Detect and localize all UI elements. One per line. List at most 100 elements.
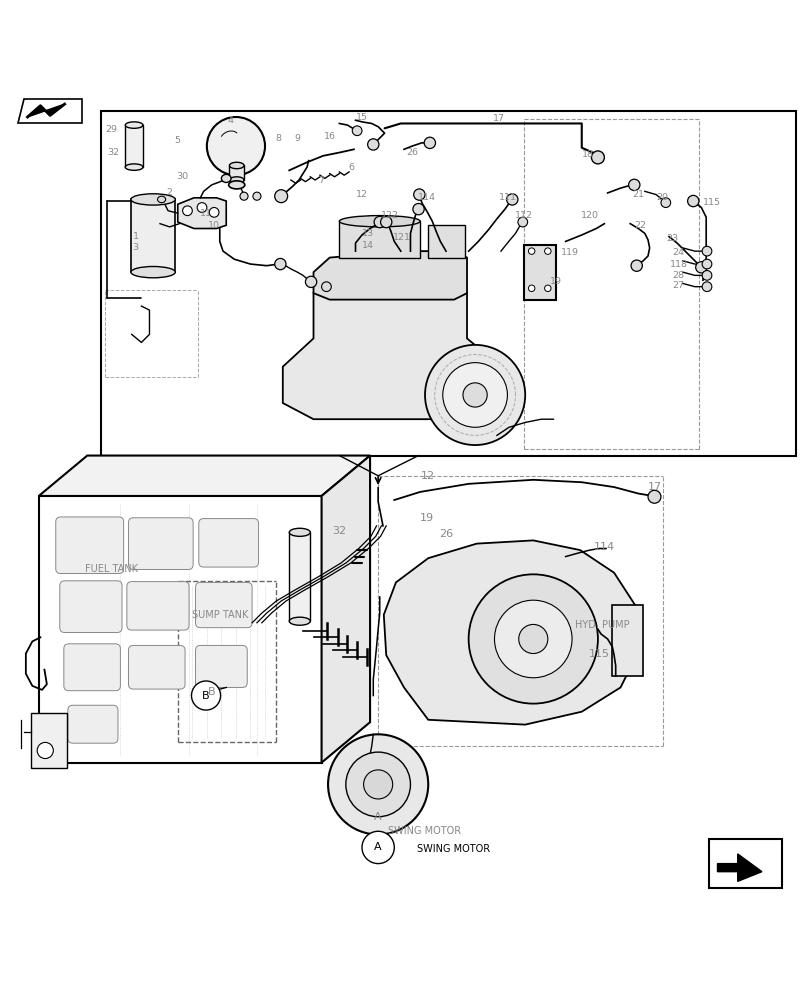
Circle shape — [528, 248, 535, 254]
Text: A: A — [374, 812, 382, 822]
Circle shape — [413, 203, 424, 215]
Circle shape — [702, 282, 712, 292]
Circle shape — [545, 285, 551, 292]
Circle shape — [197, 203, 207, 212]
Circle shape — [702, 271, 712, 280]
Bar — [229, 165, 244, 180]
Polygon shape — [384, 540, 638, 725]
Ellipse shape — [131, 194, 175, 205]
Circle shape — [702, 259, 712, 269]
Circle shape — [37, 742, 53, 759]
Ellipse shape — [158, 196, 166, 203]
FancyBboxPatch shape — [68, 705, 118, 743]
Text: 20: 20 — [657, 193, 668, 202]
FancyBboxPatch shape — [60, 581, 122, 633]
Text: 115: 115 — [589, 649, 610, 659]
Circle shape — [305, 276, 317, 287]
Text: 4: 4 — [227, 116, 234, 125]
Text: 115: 115 — [703, 198, 721, 207]
FancyBboxPatch shape — [127, 582, 189, 630]
Bar — [428, 225, 465, 258]
Bar — [612, 605, 643, 676]
Polygon shape — [39, 496, 322, 763]
Bar — [31, 713, 67, 768]
Text: SUMP TANK: SUMP TANK — [191, 610, 248, 620]
Circle shape — [209, 208, 219, 217]
Circle shape — [463, 383, 487, 407]
Circle shape — [648, 490, 661, 503]
Circle shape — [414, 189, 425, 200]
Text: 120: 120 — [581, 211, 599, 220]
Circle shape — [528, 285, 535, 292]
Circle shape — [362, 831, 394, 864]
Text: 22: 22 — [634, 221, 646, 230]
Circle shape — [275, 190, 288, 203]
Circle shape — [702, 246, 712, 256]
Circle shape — [240, 192, 248, 200]
FancyBboxPatch shape — [64, 644, 120, 691]
Text: 32: 32 — [107, 148, 120, 157]
Polygon shape — [39, 456, 370, 496]
Ellipse shape — [221, 174, 231, 182]
Circle shape — [352, 126, 362, 136]
Text: 21: 21 — [633, 190, 644, 199]
Text: 1: 1 — [133, 232, 139, 241]
Text: 12: 12 — [421, 471, 436, 481]
Circle shape — [425, 345, 525, 445]
Polygon shape — [718, 854, 762, 881]
Circle shape — [364, 770, 393, 799]
Text: B: B — [208, 687, 216, 697]
Bar — [101, 111, 796, 456]
Circle shape — [275, 258, 286, 270]
Text: 16: 16 — [324, 132, 335, 141]
Text: 28: 28 — [673, 271, 684, 280]
Polygon shape — [178, 198, 226, 229]
Circle shape — [328, 734, 428, 835]
Text: 122: 122 — [381, 211, 398, 220]
FancyBboxPatch shape — [56, 517, 124, 574]
FancyBboxPatch shape — [199, 519, 259, 567]
Circle shape — [518, 217, 528, 227]
Text: 29: 29 — [105, 125, 117, 134]
Ellipse shape — [339, 216, 420, 227]
Circle shape — [253, 192, 261, 200]
FancyBboxPatch shape — [196, 582, 252, 628]
Circle shape — [519, 624, 548, 654]
Ellipse shape — [229, 181, 245, 189]
Text: 26: 26 — [406, 148, 418, 157]
Text: 111: 111 — [499, 193, 516, 202]
Text: 11: 11 — [200, 209, 212, 218]
Circle shape — [629, 179, 640, 191]
Ellipse shape — [289, 617, 310, 625]
Text: 9: 9 — [294, 134, 301, 143]
Circle shape — [346, 752, 410, 817]
Text: 17: 17 — [647, 482, 662, 492]
Circle shape — [507, 194, 518, 205]
Text: 24: 24 — [673, 248, 684, 257]
Circle shape — [545, 248, 551, 254]
Circle shape — [469, 574, 598, 704]
Polygon shape — [27, 104, 65, 117]
Text: 18: 18 — [583, 150, 594, 159]
Ellipse shape — [125, 122, 143, 128]
Text: SWING MOTOR: SWING MOTOR — [388, 826, 461, 836]
Text: 6: 6 — [348, 163, 355, 172]
Ellipse shape — [229, 177, 244, 183]
Circle shape — [591, 151, 604, 164]
Text: 30: 30 — [175, 172, 188, 181]
Text: 13: 13 — [361, 229, 374, 238]
Ellipse shape — [289, 528, 310, 536]
Circle shape — [191, 681, 221, 710]
Text: 19: 19 — [419, 513, 434, 523]
Text: B: B — [202, 691, 210, 701]
Text: 14: 14 — [362, 241, 373, 250]
Circle shape — [631, 260, 642, 271]
Circle shape — [207, 117, 265, 175]
Text: 121: 121 — [393, 233, 411, 242]
Bar — [524, 245, 556, 300]
Text: 119: 119 — [561, 248, 579, 257]
FancyBboxPatch shape — [196, 645, 247, 687]
Text: 2: 2 — [166, 188, 173, 197]
Text: 10: 10 — [208, 221, 220, 230]
Text: 27: 27 — [673, 281, 684, 290]
